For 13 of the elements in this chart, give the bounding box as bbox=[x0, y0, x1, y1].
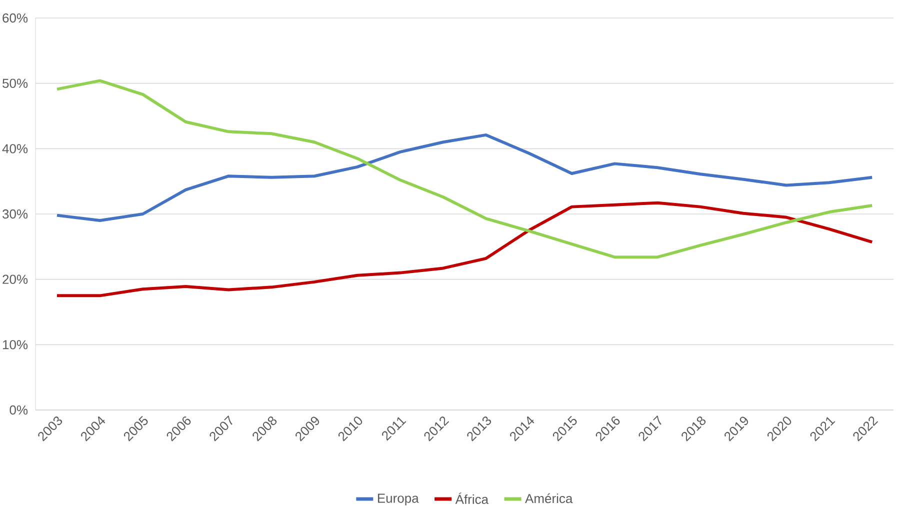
y-tick-label: 10% bbox=[2, 340, 28, 350]
line-series bbox=[56, 79, 874, 259]
line-series bbox=[56, 201, 874, 298]
legend-label: América bbox=[525, 493, 573, 504]
y-tick-label: 40% bbox=[2, 144, 28, 154]
y-tick-label: 50% bbox=[2, 78, 28, 88]
y-tick-label: 60% bbox=[2, 13, 28, 23]
y-tick-label: 30% bbox=[2, 209, 28, 219]
legend-label: África bbox=[455, 492, 489, 504]
y-tick-label: 0% bbox=[10, 405, 28, 415]
legend-label: Europa bbox=[378, 494, 419, 506]
line-series bbox=[56, 133, 874, 222]
y-tick-label: 20% bbox=[2, 274, 28, 284]
